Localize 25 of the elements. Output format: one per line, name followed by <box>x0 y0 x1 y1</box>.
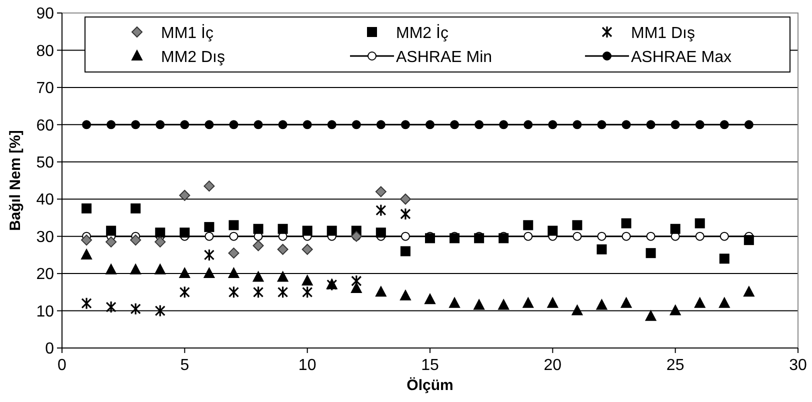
x-tick-label: 25 <box>666 357 684 374</box>
x-tick-label: 5 <box>180 357 190 374</box>
x-tick-label: 0 <box>58 357 67 374</box>
x-tick-label: 20 <box>544 357 562 374</box>
y-tick-label: 0 <box>45 340 54 358</box>
x-tick-label: 10 <box>298 357 316 374</box>
y-tick-label: 90 <box>36 6 54 23</box>
legend-label: ASHRAE Min <box>396 49 492 66</box>
y-tick-label: 80 <box>36 42 54 60</box>
y-tick-label: 70 <box>36 80 54 98</box>
y-tick-label: 20 <box>36 266 54 284</box>
legend-label: MM2 İç <box>396 24 448 42</box>
x-tick-label: 15 <box>421 357 439 374</box>
y-tick-label: 40 <box>36 192 54 209</box>
x-axis-title: Ölçüm <box>406 377 454 394</box>
legend-label: MM1 İç <box>161 24 214 42</box>
y-tick-label: 30 <box>36 228 54 246</box>
y-axis-title: Bağıl Nem [%] <box>7 130 24 231</box>
legend-label: MM1 Dış <box>631 25 695 42</box>
y-tick-label: 60 <box>36 117 54 134</box>
y-tick-label: 10 <box>36 303 54 320</box>
y-tick-label: 50 <box>36 154 54 172</box>
legend-label: ASHRAE Max <box>631 49 732 66</box>
legend-label: MM2 Dış <box>161 49 225 66</box>
x-tick-label: 30 <box>789 357 807 374</box>
